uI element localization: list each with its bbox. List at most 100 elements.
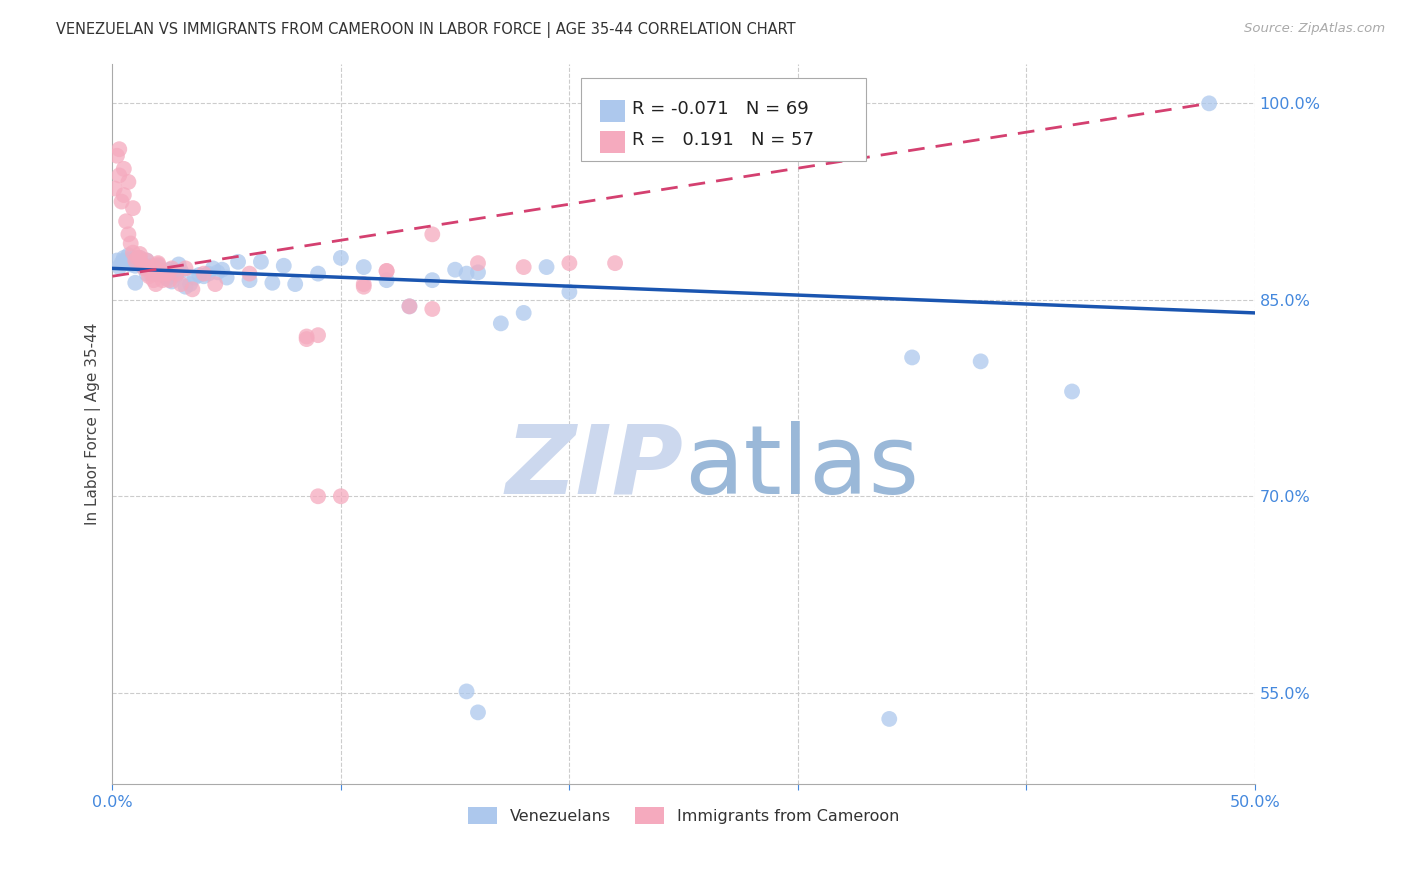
Point [420, 273, 443, 287]
Point [146, 259, 169, 273]
Point [273, 259, 295, 273]
Point [193, 267, 215, 281]
Point [165, 268, 187, 282]
Point [159, 262, 181, 277]
Point [250, 255, 273, 269]
Point [238, 267, 260, 281]
Point [174, 279, 197, 293]
Point [211, 262, 233, 277]
Point [603, 256, 626, 270]
Point [149, 264, 172, 278]
Point [152, 267, 174, 281]
Point [179, 277, 201, 291]
Point [122, 251, 145, 265]
FancyBboxPatch shape [600, 100, 626, 121]
Point [115, 214, 138, 228]
Point [512, 260, 534, 274]
Point [149, 267, 172, 281]
Point [467, 265, 489, 279]
Point [353, 260, 375, 274]
Point [120, 253, 142, 268]
Point [329, 251, 352, 265]
Point [901, 351, 924, 365]
Point [558, 256, 581, 270]
Point [284, 277, 307, 291]
Point [226, 255, 249, 269]
FancyBboxPatch shape [600, 131, 626, 153]
Point [117, 227, 139, 242]
Point [110, 194, 132, 209]
Point [1198, 96, 1220, 111]
Point [146, 256, 169, 270]
Point [138, 261, 160, 276]
Point [193, 269, 215, 284]
Y-axis label: In Labor Force | Age 35-44: In Labor Force | Age 35-44 [86, 323, 101, 525]
Point [145, 277, 167, 291]
Point [156, 272, 179, 286]
Point [262, 276, 284, 290]
Point [124, 259, 146, 273]
Text: atlas: atlas [683, 421, 918, 514]
Point [353, 279, 375, 293]
Point [134, 261, 156, 276]
Point [145, 267, 167, 281]
Point [489, 317, 512, 331]
Point [877, 712, 900, 726]
Point [110, 256, 132, 270]
Point [128, 251, 150, 265]
Point [141, 259, 163, 273]
Point [558, 285, 581, 299]
Point [197, 267, 219, 281]
Text: R = -0.071   N = 69: R = -0.071 N = 69 [633, 101, 808, 119]
Point [142, 260, 165, 274]
Point [128, 251, 150, 265]
Point [115, 255, 138, 269]
Point [536, 260, 558, 274]
Point [307, 328, 329, 343]
Point [124, 253, 146, 268]
Point [512, 306, 534, 320]
Point [207, 265, 229, 279]
Point [128, 247, 150, 261]
Point [135, 253, 157, 268]
Point [146, 260, 169, 274]
Text: Source: ZipAtlas.com: Source: ZipAtlas.com [1244, 22, 1385, 36]
Point [120, 257, 142, 271]
Point [131, 257, 153, 271]
Point [375, 273, 398, 287]
Point [135, 267, 157, 281]
Point [170, 277, 193, 291]
Point [467, 706, 489, 720]
Point [156, 267, 179, 281]
Point [122, 245, 145, 260]
Legend: Venezuelans, Immigrants from Cameroon: Venezuelans, Immigrants from Cameroon [463, 801, 905, 830]
Point [170, 264, 193, 278]
Point [127, 251, 149, 265]
Point [142, 273, 165, 287]
Point [120, 236, 142, 251]
Point [456, 684, 478, 698]
Point [420, 301, 443, 316]
Point [117, 175, 139, 189]
Point [108, 142, 131, 156]
Point [188, 268, 211, 282]
Point [112, 253, 135, 268]
Point [375, 264, 398, 278]
Point [353, 277, 375, 291]
Point [153, 269, 176, 284]
Point [146, 257, 169, 271]
Point [165, 267, 187, 281]
Point [135, 253, 157, 268]
Point [131, 259, 153, 273]
Point [183, 270, 205, 285]
Text: VENEZUELAN VS IMMIGRANTS FROM CAMEROON IN LABOR FORCE | AGE 35-44 CORRELATION CH: VENEZUELAN VS IMMIGRANTS FROM CAMEROON I… [56, 22, 796, 38]
Point [295, 332, 318, 346]
Point [201, 261, 224, 276]
Point [135, 260, 157, 274]
Point [174, 261, 197, 276]
Point [159, 269, 181, 284]
Point [398, 299, 420, 313]
Point [108, 260, 131, 274]
Point [124, 276, 146, 290]
Point [112, 188, 135, 202]
